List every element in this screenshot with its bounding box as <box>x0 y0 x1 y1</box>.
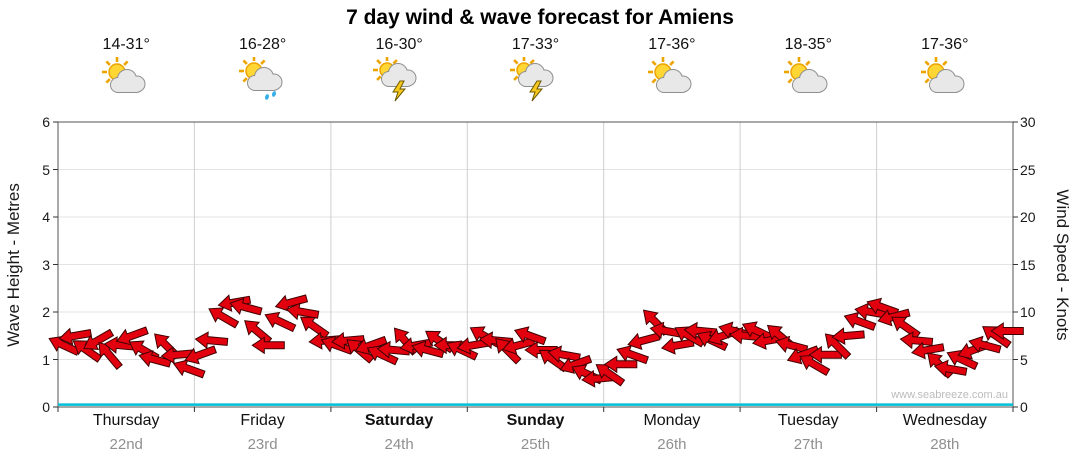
wind-arrow <box>824 333 852 360</box>
day-header-friday: 16-28° <box>194 36 330 107</box>
wind-arrow <box>982 326 1012 349</box>
wind-tick-label: 15 <box>1020 256 1036 273</box>
day-footer-thursday: Thursday 22nd <box>58 412 194 453</box>
wind-arrow <box>83 328 115 350</box>
day-date: 24th <box>384 436 414 453</box>
day-date: 28th <box>930 436 960 453</box>
wind-arrow <box>799 354 831 377</box>
wind-arrow <box>616 345 649 365</box>
wind-arrow <box>933 359 968 378</box>
day-date: 25th <box>520 436 551 453</box>
wind-tick-label: 25 <box>1020 161 1036 178</box>
wave-tick-label: 5 <box>42 161 50 178</box>
wind-arrow <box>194 331 229 350</box>
wind-arrow <box>285 302 320 321</box>
wind-arrow <box>264 311 297 333</box>
wave-tick-label: 2 <box>42 304 50 320</box>
temp-range: 17-36° <box>648 36 696 53</box>
wind-arrow <box>354 335 388 355</box>
storm-icon <box>331 56 467 107</box>
wind-arrow <box>968 335 1002 354</box>
temp-range: 14-31° <box>102 36 150 53</box>
wind-arrow <box>299 316 330 340</box>
wave-tick-label: 3 <box>42 256 50 273</box>
partly-cloudy-icon <box>604 57 740 107</box>
wind-arrow <box>786 345 820 365</box>
wind-tick-label: 5 <box>1020 351 1028 368</box>
wind-tick-label: 30 <box>1020 114 1036 130</box>
day-footer-saturday: Saturday 24th <box>331 412 467 453</box>
wind-arrow <box>208 307 240 329</box>
temp-range: 17-33° <box>511 36 560 53</box>
wind-arrow <box>229 297 263 316</box>
wind-arrow <box>160 346 195 365</box>
wave-tick-label: 6 <box>42 114 50 130</box>
wind-arrow <box>58 327 93 346</box>
wind-arrow <box>899 331 934 350</box>
temp-range: 18-35° <box>784 36 832 53</box>
sun-shower-icon <box>194 56 330 107</box>
wind-tick-label: 0 <box>1020 399 1028 415</box>
wind-arrow <box>251 336 285 355</box>
wind-arrow <box>513 326 547 346</box>
wind-arrow <box>866 297 900 317</box>
wind-arrow <box>911 341 945 360</box>
wind-arrow <box>946 349 979 371</box>
wind-arrow <box>603 355 638 374</box>
day-header-saturday: 16-30° <box>331 36 467 107</box>
wind-arrow <box>172 359 206 379</box>
day-footer-monday: Monday 26th <box>604 412 740 453</box>
temp-range: 17-36° <box>921 36 969 53</box>
wave-tick-label: 1 <box>42 351 50 368</box>
temp-range: 16-28° <box>238 36 287 53</box>
page-title: 7 day wind & wave forecast for Amiens <box>346 6 734 29</box>
wave-tick-label: 0 <box>42 399 50 415</box>
wind-arrow <box>595 364 626 387</box>
day-footer-wednesday: Wednesday 28th <box>877 412 1013 453</box>
wind-arrow <box>831 327 865 346</box>
wave-tick-label: 4 <box>42 209 50 225</box>
wind-arrow <box>627 332 661 351</box>
day-name: Monday <box>643 412 701 429</box>
partly-cloudy-icon <box>877 57 1013 107</box>
day-header-thursday: 14-31° <box>58 36 194 107</box>
wind-arrow <box>843 311 877 331</box>
day-footer-friday: Friday 23rd <box>194 412 330 453</box>
wind-arrow <box>274 294 309 313</box>
day-header-tuesday: 18-35° <box>740 36 876 107</box>
day-header-monday: 17-36° <box>604 36 740 107</box>
temp-range: 16-30° <box>375 36 423 53</box>
wind-tick-label: 10 <box>1020 304 1036 320</box>
day-header-wednesday: 17-36° <box>877 36 1013 107</box>
watermark: www.seabreeze.com.au <box>891 389 1008 401</box>
storm-icon <box>467 56 603 107</box>
day-name: Saturday <box>364 412 434 429</box>
partly-cloudy-icon <box>58 57 194 107</box>
partly-cloudy-icon <box>740 57 876 107</box>
wind-arrow <box>366 345 399 366</box>
day-date: 22nd <box>109 436 143 453</box>
day-date: 23rd <box>247 436 278 453</box>
wind-arrow <box>559 354 593 374</box>
day-name: Sunday <box>506 412 565 429</box>
day-name: Friday <box>240 412 285 429</box>
day-name: Tuesday <box>777 412 839 429</box>
wind-tick-label: 20 <box>1020 209 1036 225</box>
day-date: 27th <box>793 436 823 453</box>
day-header-sunday: 17-33° <box>467 36 603 107</box>
wind-arrow <box>72 340 103 363</box>
wind-arrow <box>774 335 809 354</box>
wind-arrow <box>184 345 217 365</box>
wind-arrow <box>244 320 273 345</box>
wind-arrow <box>116 326 149 346</box>
day-name: Wednesday <box>902 412 987 429</box>
day-name: Thursday <box>92 412 160 429</box>
wind-arrow <box>990 322 1024 340</box>
wind-arrow <box>547 345 581 363</box>
day-footer-sunday: Sunday 25th <box>467 412 603 453</box>
day-date: 26th <box>657 436 687 453</box>
day-footer-tuesday: Tuesday 27th <box>740 412 876 453</box>
